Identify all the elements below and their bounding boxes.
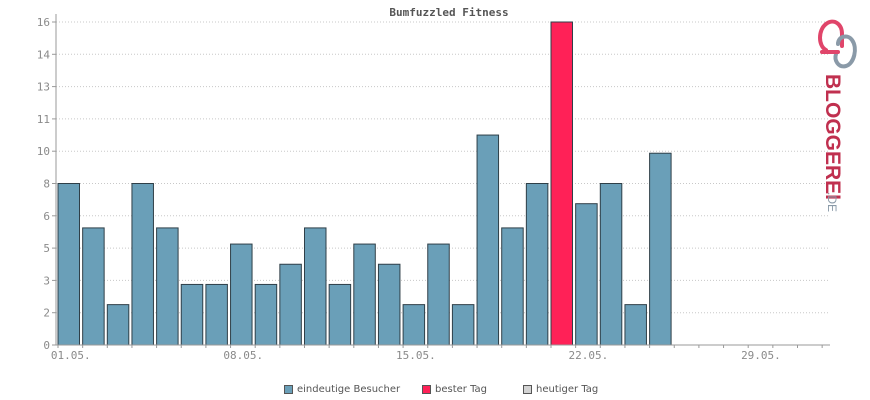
x-tick-label: 22.05.: [569, 349, 609, 362]
bar-visitors: [180, 283, 204, 346]
bar-visitors: [501, 227, 524, 346]
bar-visitors: [599, 183, 623, 346]
bar-visitors: [427, 243, 450, 346]
bar-visitors: [304, 227, 327, 346]
bar-visitors: [624, 304, 647, 346]
bars: [57, 21, 672, 346]
x-tick-label: 01.05.: [51, 349, 91, 362]
y-tick-label: 3: [43, 274, 50, 287]
legend-swatch-visitors: [284, 385, 293, 394]
logo-mark-icon: [818, 19, 857, 69]
x-tick-label: 15.05.: [396, 349, 436, 362]
bar-visitors: [205, 283, 228, 346]
chart-title: Bumfuzzled Fitness: [389, 6, 508, 19]
legend: eindeutige Besucher bester Tag heutiger …: [0, 384, 870, 400]
y-tick-label: 5: [43, 242, 50, 255]
bar-visitors: [254, 283, 278, 346]
y-tick-label: 13: [37, 81, 50, 94]
y-tick-label: 0: [43, 339, 50, 352]
logo-suffix: .DE: [825, 192, 839, 212]
legend-label-today: heutiger Tag: [536, 384, 599, 395]
legend-label-visitors: eindeutige Besucher: [297, 384, 401, 395]
logo-text: BLOGGEREI: [821, 74, 844, 200]
y-tick-label: 10: [37, 145, 50, 158]
legend-item-visitors: eindeutige Besucher: [284, 384, 400, 395]
x-tick-label: 08.05.: [223, 349, 263, 362]
x-axis-labels: 01.05. 08.05. 15.05. 22.05. 29.05.: [51, 349, 781, 362]
y-tick-label: 16: [37, 16, 50, 29]
bar-best-day: [550, 21, 573, 346]
bar-visitors: [402, 304, 426, 346]
bar-visitors: [82, 227, 105, 346]
bar-visitors: [57, 183, 80, 346]
bloggerei-logo: BLOGGEREI .DE: [818, 19, 857, 212]
y-tick-label: 2: [43, 307, 50, 320]
bar-visitors: [476, 134, 500, 346]
legend-label-best-day: bester Tag: [435, 384, 488, 395]
y-tick-label: 11: [37, 113, 50, 126]
bar-visitors: [230, 243, 253, 346]
bar-visitors: [451, 304, 475, 346]
bar-visitors: [279, 263, 302, 346]
bar-visitors: [525, 183, 549, 346]
axes: [55, 14, 830, 348]
bar-visitors: [106, 304, 130, 346]
bar-visitors: [649, 152, 672, 346]
y-axis-labels: 0 2 3 5 6 8 10 11 13 14 16: [37, 16, 51, 352]
legend-swatch-today: [523, 385, 532, 394]
legend-item-best-day: bester Tag: [422, 384, 487, 395]
y-tick-label: 14: [37, 48, 51, 61]
bar-visitors: [328, 283, 352, 346]
y-tick-label: 8: [43, 178, 50, 191]
bar-visitors: [575, 203, 598, 346]
x-tick-label: 29.05.: [741, 349, 781, 362]
bar-visitors: [156, 227, 179, 346]
bar-visitors: [377, 263, 401, 346]
legend-item-today: heutiger Tag: [523, 384, 598, 395]
y-tick-label: 6: [43, 210, 50, 223]
bar-visitors: [131, 183, 154, 346]
bar-visitors: [353, 243, 376, 346]
legend-swatch-best-day: [422, 385, 431, 394]
